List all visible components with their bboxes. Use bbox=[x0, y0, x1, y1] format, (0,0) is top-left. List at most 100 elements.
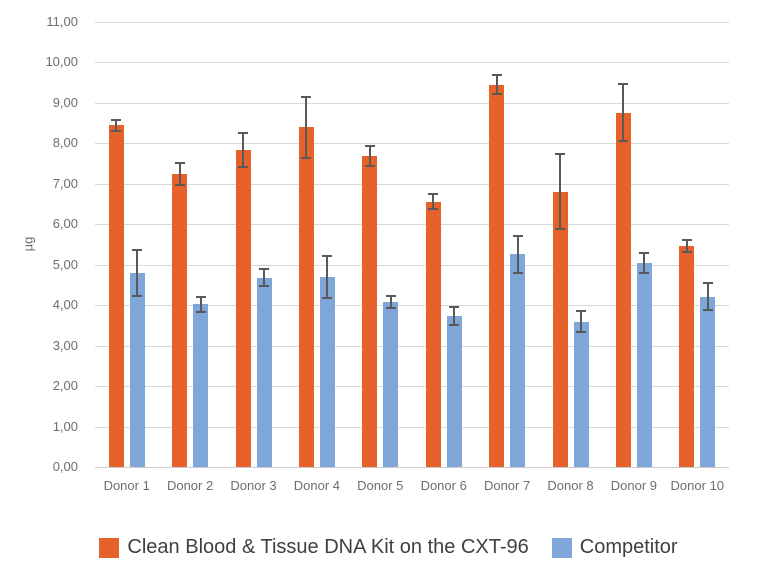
error-bar-cap-bottom bbox=[322, 296, 333, 299]
error-bar-cap-top bbox=[449, 306, 460, 309]
error-bar-cap-top bbox=[364, 145, 375, 148]
error-bar-line bbox=[136, 248, 139, 298]
gridline-6 bbox=[95, 224, 729, 226]
gridline-8 bbox=[95, 143, 729, 145]
error-bar-line bbox=[432, 193, 435, 211]
error-bar-cap-bottom bbox=[259, 284, 269, 287]
error-bar-cap-top bbox=[174, 161, 185, 164]
error-bar-cxt96-donor-1 bbox=[111, 118, 122, 132]
x-tick-label-donor-9: Donor 9 bbox=[610, 478, 657, 493]
y-tick-label-7: 7,00 bbox=[52, 175, 78, 191]
gridline-11 bbox=[95, 22, 729, 23]
error-bar-line bbox=[199, 295, 202, 313]
error-bar-cap-top bbox=[111, 118, 122, 121]
legend-item-competitor: Competitor bbox=[551, 536, 678, 559]
error-bar-cap-bottom bbox=[174, 183, 185, 186]
error-bar-line bbox=[263, 268, 265, 287]
error-bar-line bbox=[453, 306, 456, 326]
x-tick-label-donor-6: Donor 6 bbox=[420, 478, 467, 493]
bar-competitor-donor-2 bbox=[193, 304, 209, 467]
gridline-7 bbox=[95, 183, 729, 185]
bar-competitor-donor-3 bbox=[256, 277, 272, 467]
x-tick-label-donor-8: Donor 8 bbox=[547, 478, 594, 493]
error-bar-cap-top bbox=[385, 295, 396, 298]
error-bar-cap-bottom bbox=[702, 309, 713, 312]
gridline-10 bbox=[95, 62, 729, 64]
y-tick-label-9: 9,00 bbox=[52, 94, 78, 110]
error-bar-line bbox=[516, 234, 519, 274]
error-bar-cxt96-donor-5 bbox=[364, 145, 375, 168]
x-tick-label-donor-4: Donor 4 bbox=[293, 478, 340, 493]
error-bar-line bbox=[178, 161, 181, 186]
error-bar-competitor-donor-2 bbox=[195, 295, 206, 313]
error-bar-cap-bottom bbox=[238, 166, 248, 169]
error-bar-cxt96-donor-10 bbox=[681, 239, 692, 253]
error-bar-competitor-donor-1 bbox=[132, 248, 143, 298]
bar-competitor-donor-4 bbox=[319, 276, 335, 467]
gridline-9 bbox=[95, 102, 729, 104]
error-bar-line bbox=[643, 251, 646, 274]
error-bar-cap-bottom bbox=[195, 310, 206, 313]
error-bar-cap-top bbox=[639, 251, 650, 254]
x-tick-label-donor-1: Donor 1 bbox=[103, 478, 150, 493]
error-bar-cap-top bbox=[322, 255, 333, 258]
error-bar-cap-bottom bbox=[111, 129, 122, 132]
bar-competitor-donor-9 bbox=[636, 262, 652, 467]
error-bar-cap-top bbox=[238, 132, 248, 135]
error-bar-cap-top bbox=[576, 310, 586, 313]
error-bar-cap-bottom bbox=[428, 208, 439, 211]
error-bar-cap-top bbox=[491, 74, 502, 77]
gridline-3 bbox=[95, 345, 729, 347]
error-bar-cap-bottom bbox=[555, 227, 565, 230]
error-bar-cxt96-donor-2 bbox=[174, 161, 185, 186]
error-bar-cxt96-donor-8 bbox=[555, 153, 565, 230]
bar-cxt96-donor-4 bbox=[298, 127, 314, 467]
error-bar-cap-bottom bbox=[364, 165, 375, 168]
bar-competitor-donor-5 bbox=[383, 301, 399, 467]
bar-cxt96-donor-8 bbox=[552, 191, 568, 467]
error-bar-cap-bottom bbox=[132, 295, 143, 298]
error-bar-cap-top bbox=[428, 193, 439, 196]
y-tick-label-2: 2,00 bbox=[52, 378, 78, 394]
error-bar-line bbox=[495, 74, 498, 96]
error-bar-cap-bottom bbox=[512, 271, 523, 274]
bar-cxt96-donor-5 bbox=[362, 156, 378, 467]
error-bar-line bbox=[622, 83, 625, 142]
bar-cxt96-donor-2 bbox=[172, 173, 188, 467]
error-bar-line bbox=[368, 145, 371, 168]
error-bar-competitor-donor-10 bbox=[702, 282, 713, 312]
error-bar-cxt96-donor-7 bbox=[491, 74, 502, 96]
gridline-2 bbox=[95, 386, 729, 388]
error-bar-line bbox=[685, 239, 688, 253]
bar-cxt96-donor-1 bbox=[108, 125, 124, 467]
x-tick-label-donor-2: Donor 2 bbox=[166, 478, 214, 493]
error-bar-cap-top bbox=[301, 95, 312, 98]
error-bar-line bbox=[242, 132, 244, 169]
legend-item-cxt96: Clean Blood & Tissue DNA Kit on the CXT-… bbox=[99, 536, 529, 559]
error-bar-cap-bottom bbox=[576, 331, 586, 334]
error-bar-cap-top bbox=[259, 268, 269, 271]
bar-competitor-donor-1 bbox=[129, 272, 145, 467]
bar-competitor-donor-10 bbox=[700, 296, 716, 467]
legend-label-competitor: Competitor bbox=[579, 536, 678, 558]
error-bar-cap-top bbox=[555, 153, 565, 156]
error-bar-competitor-donor-3 bbox=[259, 268, 269, 287]
error-bar-cap-top bbox=[702, 282, 713, 285]
y-tick-label-11: 11,00 bbox=[46, 14, 78, 29]
y-tick-label-10: 10,00 bbox=[45, 54, 78, 70]
y-tick-label-5: 5,00 bbox=[52, 256, 78, 272]
bar-cxt96-donor-9 bbox=[615, 112, 631, 467]
legend-swatch-cxt96 bbox=[99, 537, 120, 558]
gridline-4 bbox=[95, 305, 729, 307]
error-bar-competitor-donor-4 bbox=[322, 255, 333, 299]
error-bar-cap-bottom bbox=[385, 306, 396, 309]
error-bar-cap-top bbox=[512, 234, 523, 237]
bar-cxt96-donor-6 bbox=[425, 201, 441, 467]
error-bar-line bbox=[389, 295, 392, 309]
error-bar-cxt96-donor-9 bbox=[618, 83, 629, 142]
y-axis-title: µg bbox=[20, 236, 36, 252]
error-bar-line bbox=[305, 95, 308, 159]
bar-cxt96-donor-7 bbox=[489, 84, 505, 467]
error-bar-competitor-donor-8 bbox=[576, 310, 586, 334]
